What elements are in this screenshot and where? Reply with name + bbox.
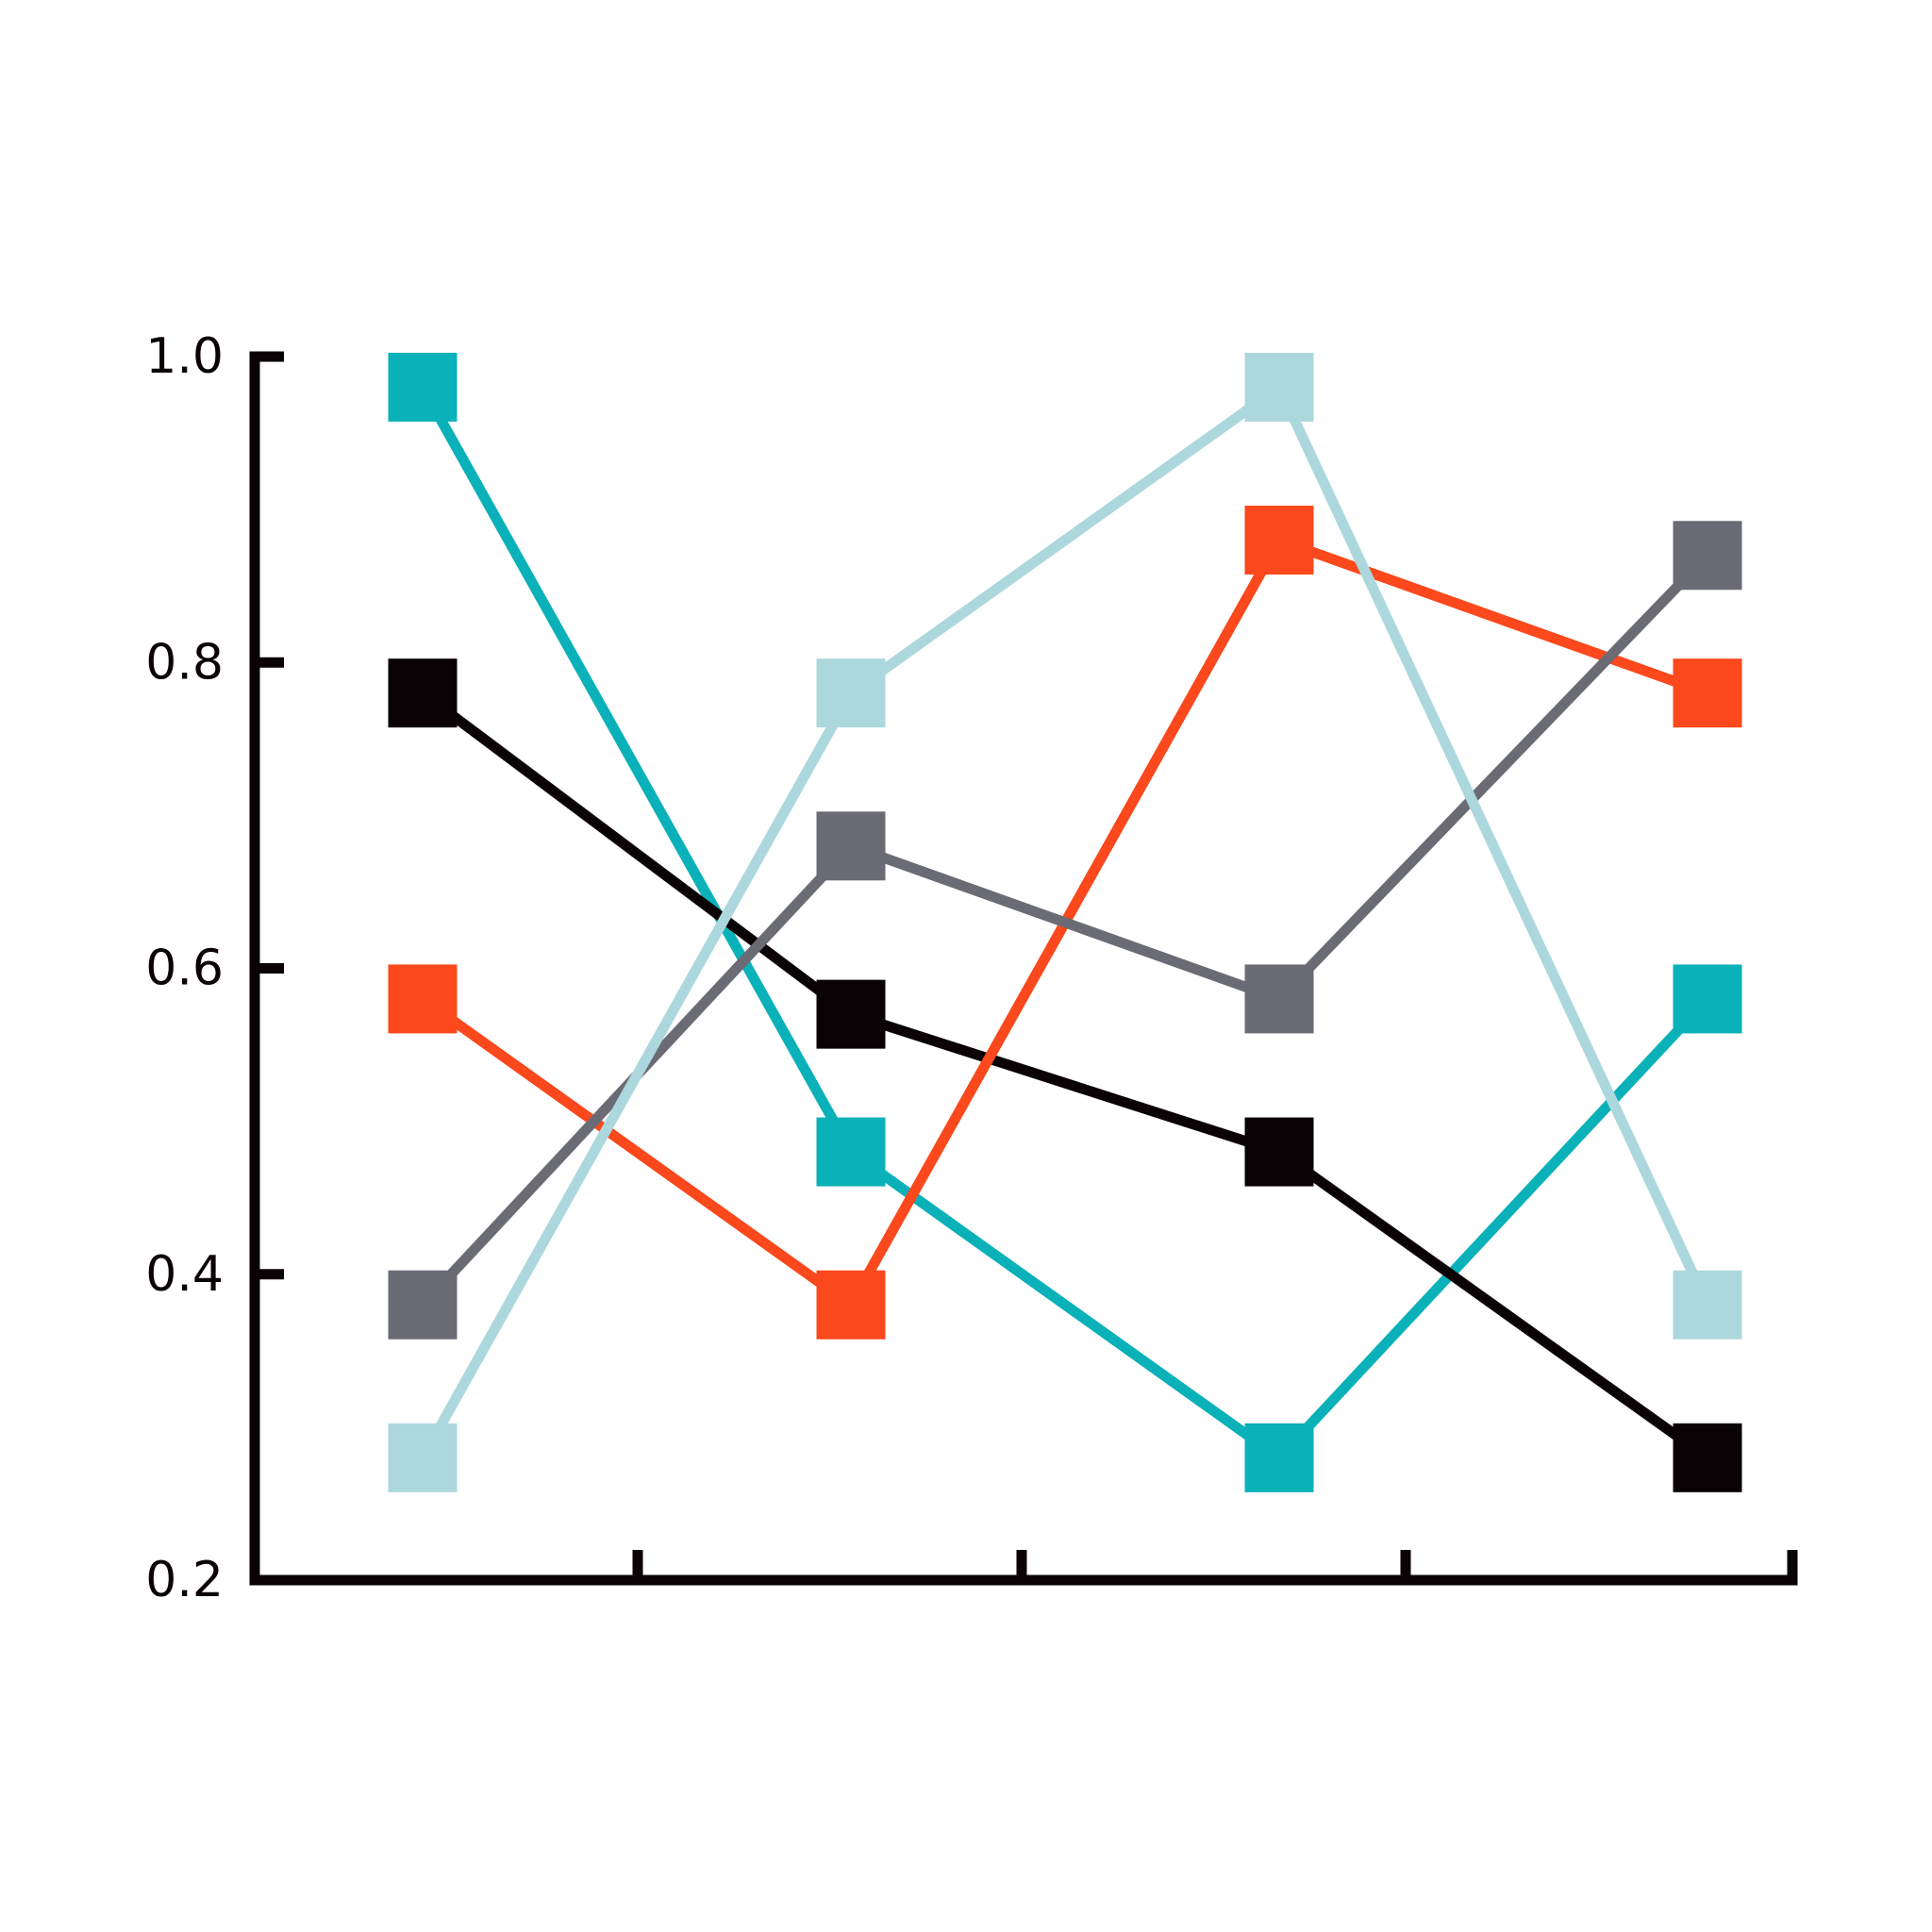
series-line-5 — [418, 379, 1712, 1460]
series-2-point — [1673, 1423, 1742, 1492]
series-2-point — [1244, 1117, 1314, 1187]
y-tick-label: 0.6 — [145, 941, 224, 997]
series-5-point — [816, 658, 886, 728]
y-axis-line — [249, 351, 1798, 1586]
series-2-point — [816, 979, 886, 1049]
series-lines — [418, 379, 1712, 1465]
y-axis-ticks: 0.2 0.4 0.6 0.8 1.0 — [145, 328, 284, 1608]
series-markers — [388, 352, 1742, 1492]
y-tick-label: 0.8 — [145, 634, 224, 691]
y-tick-label: 0.2 — [145, 1552, 224, 1608]
axes — [249, 351, 1798, 1586]
series-4-point — [816, 811, 886, 881]
series-line-1 — [418, 384, 1712, 1465]
series-4-point — [1244, 964, 1314, 1034]
series-4-point — [1673, 521, 1742, 591]
series-5-point — [1244, 352, 1314, 422]
series-1-point — [1244, 1423, 1314, 1492]
series-4-point — [388, 1270, 458, 1340]
series-line-2 — [419, 689, 1711, 1462]
y-tick-label: 1.0 — [145, 328, 224, 385]
y-tick-label: 0.4 — [145, 1246, 224, 1303]
series-3-point — [388, 964, 458, 1034]
series-1-point — [1673, 964, 1742, 1034]
series-2-point — [388, 658, 458, 728]
series-3-point — [816, 1270, 886, 1340]
series-3-point — [1244, 506, 1314, 575]
series-5-point — [1673, 1270, 1742, 1340]
series-3-point — [1673, 658, 1742, 728]
series-1-point — [388, 352, 458, 422]
series-1-point — [816, 1117, 886, 1187]
series-5-point — [388, 1423, 458, 1492]
